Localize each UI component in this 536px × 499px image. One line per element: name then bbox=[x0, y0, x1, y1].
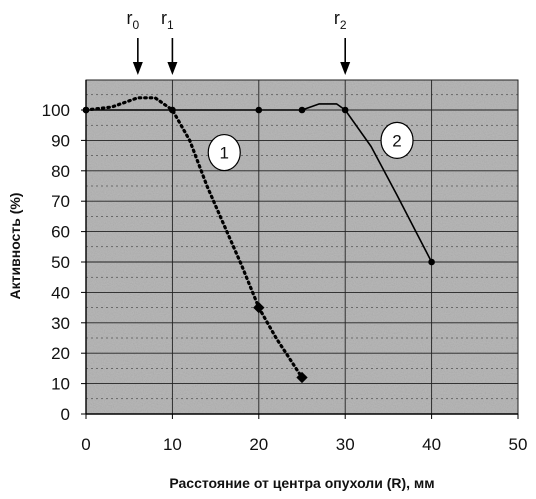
curve-label-1: 1 bbox=[220, 144, 229, 163]
y-tick-label: 60 bbox=[51, 223, 70, 242]
y-tick-label: 0 bbox=[61, 405, 70, 424]
x-tick-label: 50 bbox=[509, 435, 528, 454]
marker-label-r2: r2 bbox=[334, 8, 347, 32]
x-tick-label: 10 bbox=[163, 435, 182, 454]
marker-arrowhead bbox=[133, 62, 143, 75]
data-point-2 bbox=[83, 107, 90, 114]
y-tick-label: 90 bbox=[51, 131, 70, 150]
y-tick-label: 30 bbox=[51, 314, 70, 333]
marker-arrowhead bbox=[167, 62, 177, 75]
y-tick-label: 50 bbox=[51, 253, 70, 272]
y-tick-label: 100 bbox=[42, 101, 70, 120]
y-tick-label: 70 bbox=[51, 192, 70, 211]
marker-arrowhead bbox=[340, 62, 350, 75]
marker-label-r1: r1 bbox=[161, 8, 174, 32]
y-axis-title: Активность (%) bbox=[7, 193, 23, 300]
x-axis-title: Расстояние от центра опухоли (R), мм bbox=[169, 475, 434, 491]
x-tick-label: 30 bbox=[336, 435, 355, 454]
data-point-2 bbox=[255, 107, 262, 114]
curve-label-2: 2 bbox=[392, 131, 401, 150]
y-tick-label: 40 bbox=[51, 283, 70, 302]
y-tick-label: 10 bbox=[51, 375, 70, 394]
x-tick-label: 0 bbox=[81, 435, 90, 454]
data-point-2 bbox=[342, 107, 349, 114]
x-tick-label: 40 bbox=[422, 435, 441, 454]
marker-label-r0: r0 bbox=[126, 8, 139, 32]
distance-markers: r0 r1 r2 bbox=[126, 8, 350, 75]
data-point-2 bbox=[169, 107, 176, 114]
x-tick-label: 20 bbox=[249, 435, 268, 454]
data-point-2 bbox=[428, 259, 435, 266]
y-tick-label: 20 bbox=[51, 344, 70, 363]
data-point-2 bbox=[299, 107, 306, 114]
y-tick-label: 80 bbox=[51, 162, 70, 181]
